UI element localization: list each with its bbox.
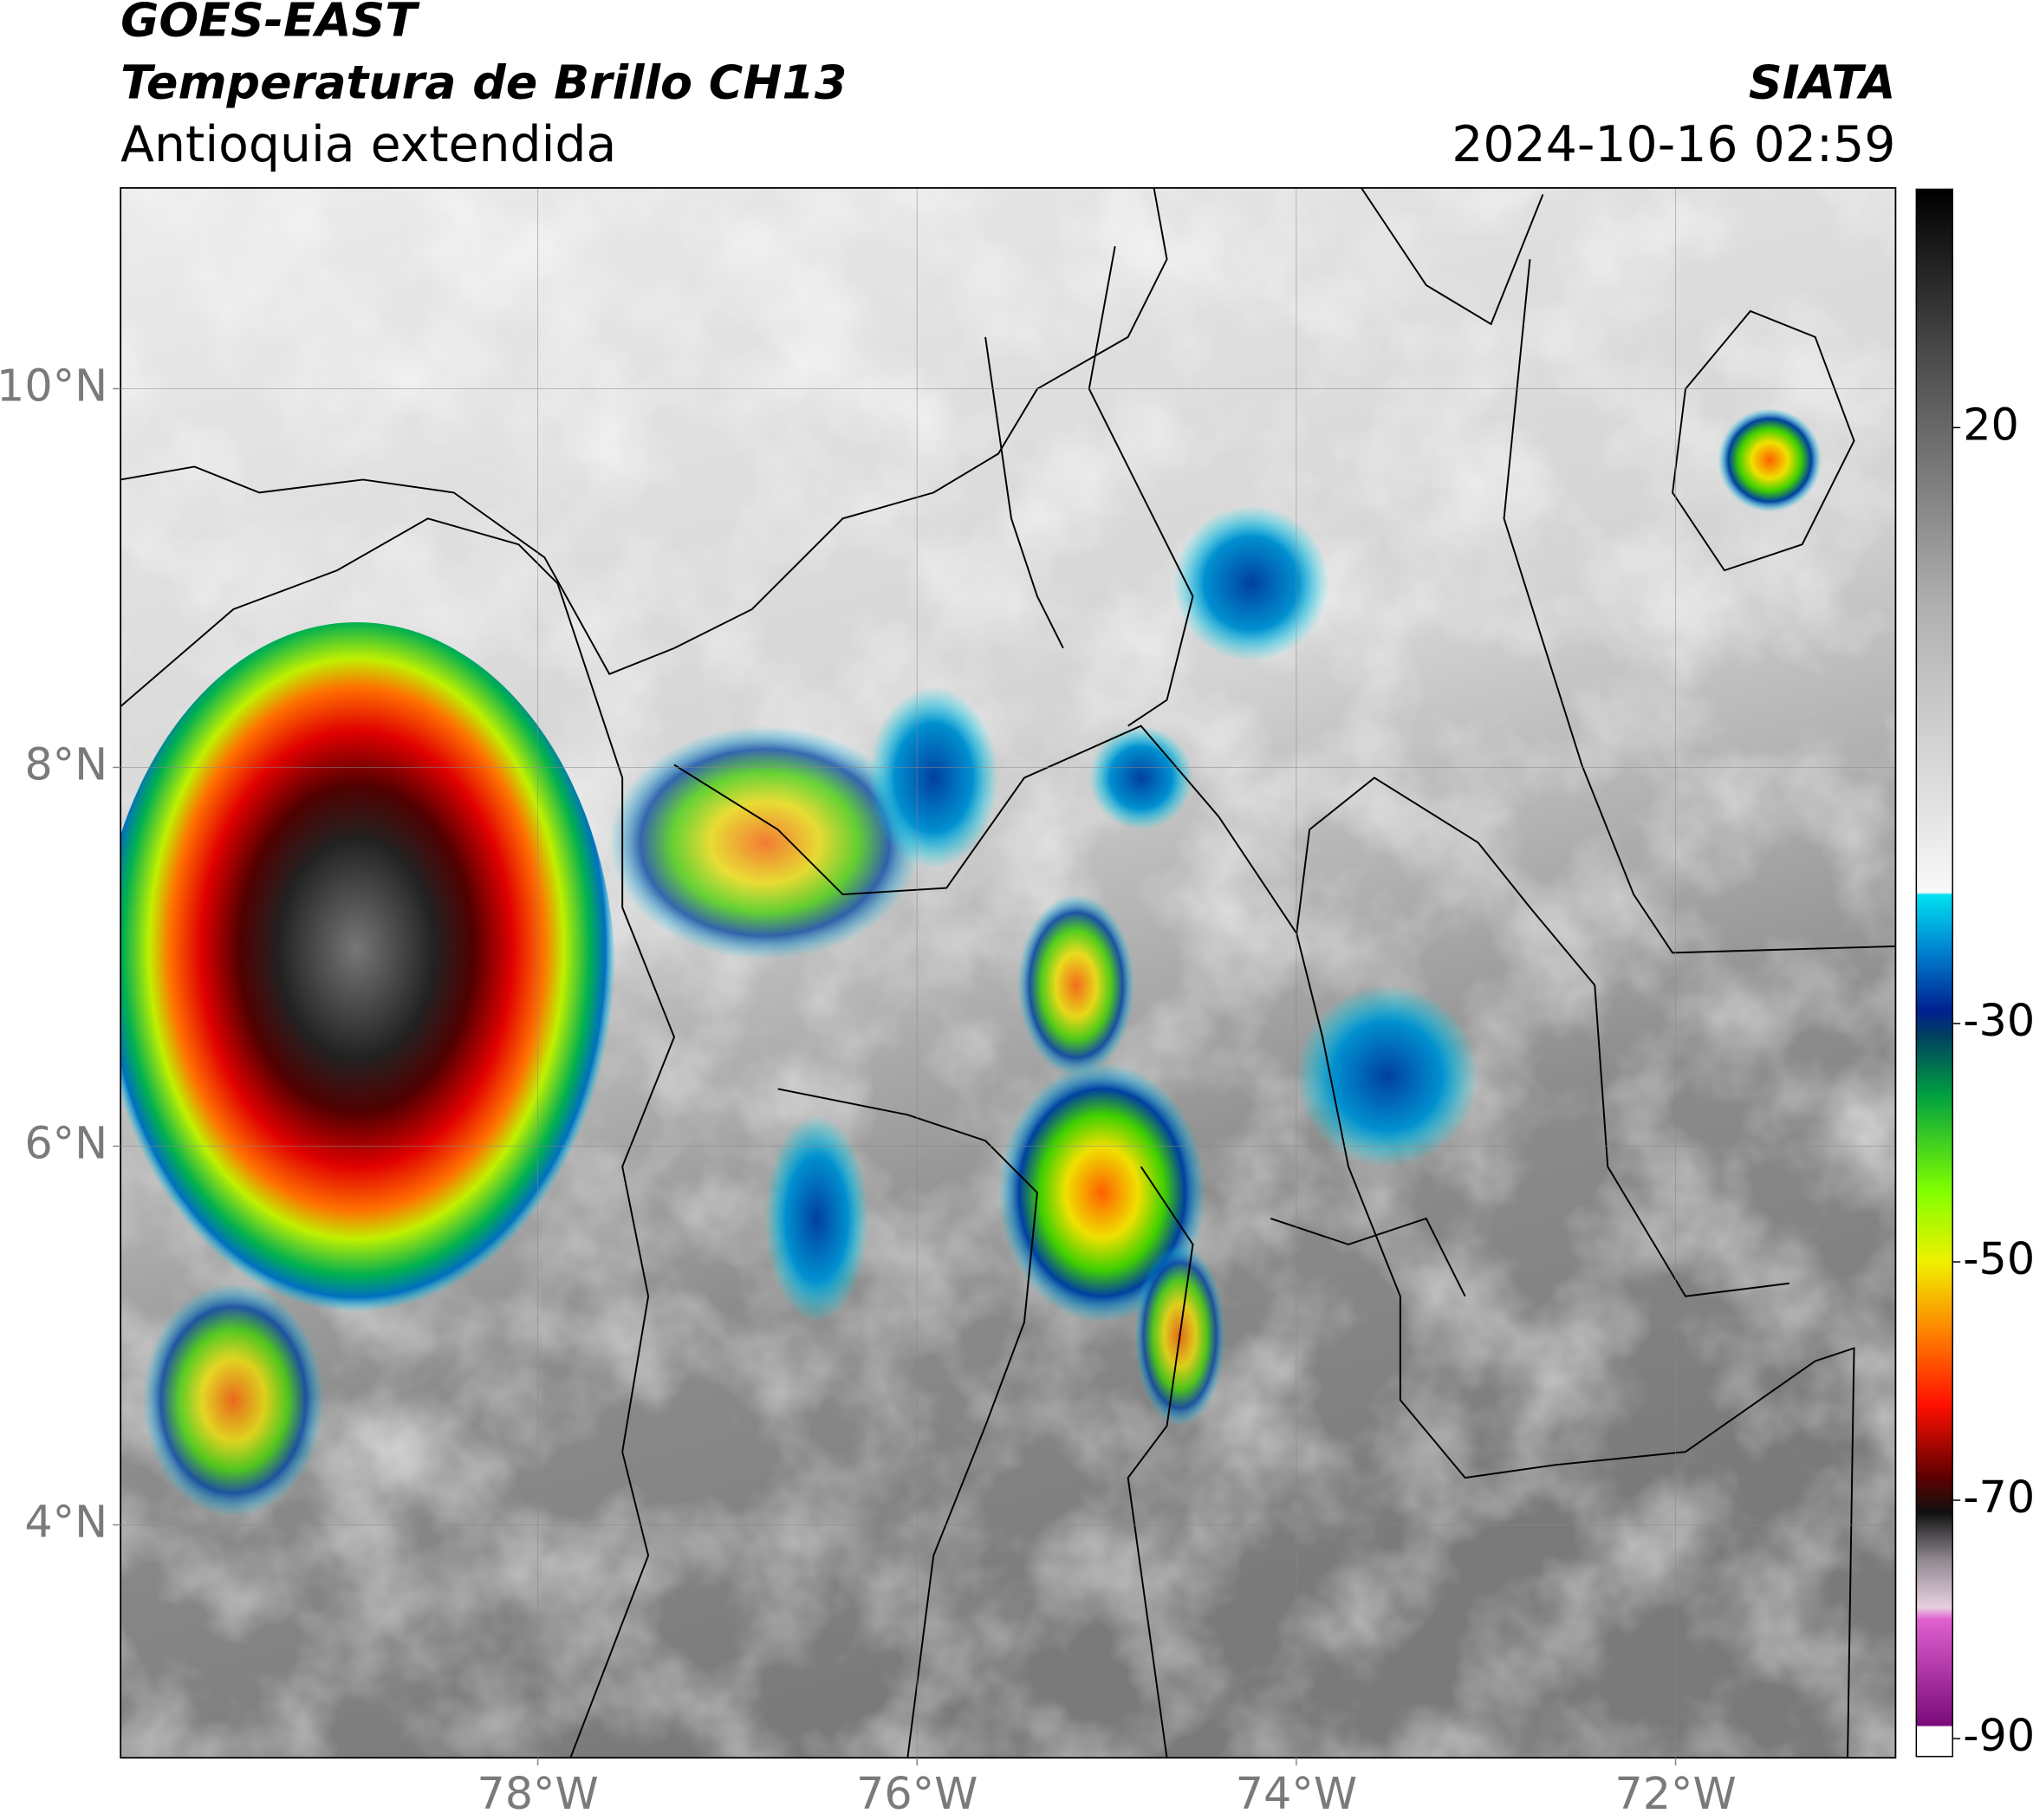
subtitle: Antioquia extendida: [120, 116, 616, 173]
colorbar-tick-label: -50: [1963, 1233, 2033, 1284]
storm: [1718, 408, 1822, 512]
title: GOES-EAST: [120, 0, 420, 48]
borders: [120, 187, 1896, 1758]
storm: [142, 1283, 325, 1517]
y-tick-label: 10°N: [0, 360, 107, 411]
map-frame: [120, 186, 1897, 1759]
source: SIATA: [1749, 55, 1896, 109]
coastline: [1672, 309, 1855, 572]
y-tick-label: 8°N: [24, 738, 107, 790]
cloud-top: [1296, 985, 1478, 1167]
x-tick-label: 74°W: [1236, 1768, 1357, 1819]
colorbar-tick-label: -30: [1963, 995, 2033, 1046]
colorbar-tick-label: -70: [1963, 1472, 2033, 1523]
storm: [609, 725, 921, 959]
coastline: [120, 517, 676, 1758]
border: [777, 777, 1789, 1758]
y-tick-label: 4°N: [24, 1496, 107, 1547]
border: [673, 725, 1855, 1758]
x-tick-label: 72°W: [1614, 1768, 1736, 1819]
colorbar: [1915, 188, 1953, 1758]
storm: [120, 622, 616, 1349]
title: Temperatura de Brillo CH13: [120, 55, 847, 109]
cloud-top: [764, 1115, 869, 1323]
border: [984, 246, 1466, 1297]
cloud-top: [1088, 725, 1193, 830]
y-tick-label: 6°N: [24, 1117, 107, 1168]
map: [120, 187, 1896, 1758]
cloud-top: [868, 686, 999, 869]
storm: [998, 1063, 1206, 1323]
timestamp: 2024-10-16 02:59: [1452, 116, 1895, 173]
cloud-top: [1173, 505, 1329, 661]
colorbar-tick-label: 20: [1963, 399, 2019, 450]
x-tick-label: 78°W: [477, 1768, 598, 1819]
coastline: [120, 187, 1168, 675]
colorbar-tick-label: -90: [1963, 1710, 2033, 1761]
storm: [1017, 894, 1135, 1076]
border: [1361, 187, 1896, 954]
x-tick-label: 76°W: [856, 1768, 978, 1819]
